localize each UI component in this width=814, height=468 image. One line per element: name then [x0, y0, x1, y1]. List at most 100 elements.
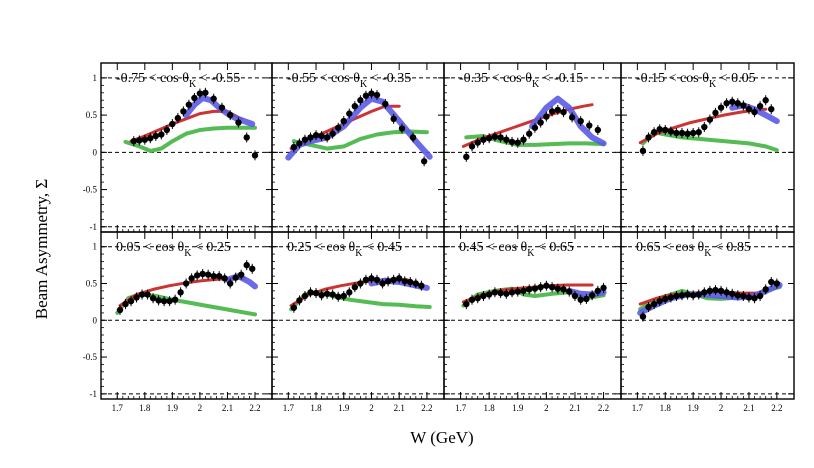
data-point	[368, 90, 375, 97]
data-point	[368, 275, 375, 282]
data-point	[554, 285, 562, 292]
green-model-curve	[640, 130, 779, 153]
data-point	[723, 289, 730, 296]
data-point	[650, 300, 658, 308]
x-tick-label: 2	[198, 403, 203, 413]
data-point	[662, 126, 669, 134]
data-point	[583, 295, 590, 303]
data-point	[508, 289, 516, 296]
data-point	[689, 129, 697, 137]
data-point	[185, 101, 193, 108]
data-point	[485, 134, 493, 142]
x-tick-label: 1.9	[688, 403, 700, 413]
data-point	[474, 295, 481, 302]
data-point	[351, 283, 359, 291]
y-tick-label: 0	[93, 147, 98, 157]
data-point	[199, 270, 206, 278]
data-point	[531, 285, 539, 292]
data-point	[409, 134, 417, 141]
data-point	[491, 289, 499, 296]
data-point	[514, 139, 521, 146]
data-point	[645, 303, 652, 311]
data-point	[485, 291, 493, 298]
data-point	[645, 134, 652, 141]
data-point	[335, 293, 342, 300]
panel-7: 1.7 1.8 1.9 2 2.1 2.2 0.45 < cos θK < 0.65	[443, 231, 622, 413]
blue-model-band	[529, 95, 607, 147]
data-point	[180, 108, 187, 115]
data-point	[560, 286, 567, 293]
data-point	[503, 290, 510, 297]
data-point	[537, 283, 544, 291]
data-point	[249, 265, 256, 272]
data-point	[695, 291, 702, 298]
data-point	[290, 304, 298, 311]
data-point	[301, 292, 309, 300]
data-point	[218, 104, 226, 111]
data-point	[689, 292, 697, 299]
blue-model-band	[285, 95, 433, 161]
data-point	[712, 109, 719, 117]
data-point	[384, 278, 392, 285]
data-point	[514, 288, 521, 295]
data-point	[382, 100, 389, 108]
data-point	[147, 134, 154, 142]
data-point	[226, 280, 234, 287]
data-point	[152, 132, 160, 140]
data-point	[678, 292, 686, 299]
data-point	[463, 153, 470, 161]
panel-frame	[620, 231, 795, 400]
data-point	[508, 138, 516, 146]
data-point	[318, 292, 325, 299]
x-tick-label: 2.1	[222, 403, 233, 413]
data-point	[210, 95, 217, 102]
data-point	[373, 91, 381, 99]
data-point	[480, 292, 487, 300]
data-point	[171, 296, 179, 303]
data-point	[768, 278, 775, 286]
y-tick-label: -0.5	[83, 352, 98, 362]
data-point	[323, 290, 331, 297]
data-point	[202, 89, 209, 96]
data-point	[169, 120, 176, 128]
data-point	[740, 292, 747, 300]
x-tick-label: 2	[369, 403, 374, 413]
data-point	[566, 288, 573, 295]
data-point	[215, 272, 223, 280]
x-tick-label: 2	[719, 403, 724, 413]
data-point	[548, 283, 556, 291]
data-point	[160, 297, 168, 305]
data-point	[577, 117, 584, 125]
data-point	[729, 290, 736, 297]
data-point	[571, 292, 579, 300]
blue-model-band	[183, 95, 256, 127]
data-point	[138, 291, 146, 298]
x-tick-label: 1.7	[455, 403, 467, 413]
panels-layer: -1 -0.5 0 0.5 1 -0.75 < cos θK < -0.55 -0.55 <…	[83, 62, 795, 413]
data-point	[166, 297, 173, 305]
data-point	[684, 130, 691, 137]
panel-title: -0.35 < cos θK < -0.15	[459, 71, 583, 90]
data-point	[594, 126, 602, 134]
data-point	[407, 278, 414, 286]
x-tick-label: 1.9	[167, 403, 179, 413]
data-point	[554, 106, 562, 114]
data-point	[526, 286, 533, 293]
panel-title: 0.25 < cos θK < 0.45	[287, 240, 402, 259]
data-point	[762, 286, 769, 293]
x-tick-label: 2.1	[743, 403, 754, 413]
data-point	[734, 292, 741, 299]
data-point	[351, 102, 359, 110]
x-tick-label: 2.2	[598, 403, 609, 413]
data-point	[133, 294, 140, 301]
data-point	[656, 126, 663, 133]
x-tick-label: 2	[544, 403, 549, 413]
data-point	[144, 291, 151, 298]
data-point	[221, 275, 228, 282]
data-point	[116, 306, 124, 314]
data-point	[706, 116, 714, 123]
x-tick-label: 1.8	[660, 403, 672, 413]
panel-4: -0.15 < cos θK < 0.05	[620, 62, 795, 233]
data-point	[318, 132, 325, 140]
data-point	[577, 296, 584, 303]
